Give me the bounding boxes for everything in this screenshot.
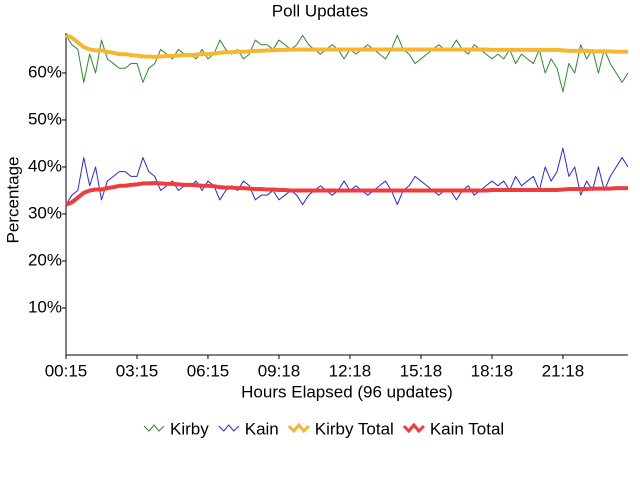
legend-icon — [143, 424, 165, 432]
y-tick-label: 30% — [28, 203, 62, 222]
x-tick-label: 03:15 — [116, 361, 159, 380]
x-tick-label: 18:18 — [471, 361, 514, 380]
series-line — [65, 34, 629, 93]
y-tick-label: 20% — [28, 250, 62, 269]
y-tick-label: 50% — [28, 109, 62, 128]
x-tick-label: 09:18 — [258, 361, 301, 380]
legend-label: Kain Total — [430, 419, 504, 438]
y-tick-label: 40% — [28, 156, 62, 175]
y-tick-label: 60% — [28, 62, 62, 81]
x-tick-label: 00:15 — [45, 361, 88, 380]
x-tick-label: 06:15 — [187, 361, 230, 380]
legend-label: Kain — [245, 419, 279, 438]
legend-icon — [402, 422, 425, 434]
chart-title: Poll Updates — [272, 1, 368, 20]
legend-icon — [218, 424, 240, 432]
series-line — [65, 180, 628, 207]
y-tick-label: 10% — [28, 297, 62, 316]
x-tick-label: 12:18 — [329, 361, 372, 380]
x-tick-label: 15:18 — [400, 361, 443, 380]
legend-label: Kirby Total — [315, 419, 394, 438]
x-tick-label: 21:18 — [542, 361, 585, 380]
legend-label: Kirby — [170, 419, 209, 438]
series-line — [65, 33, 628, 59]
x-axis-label: Hours Elapsed (96 updates) — [241, 382, 453, 401]
legend-icon — [287, 422, 310, 434]
series-line — [65, 147, 629, 206]
y-axis-label: Percentage — [3, 157, 22, 244]
